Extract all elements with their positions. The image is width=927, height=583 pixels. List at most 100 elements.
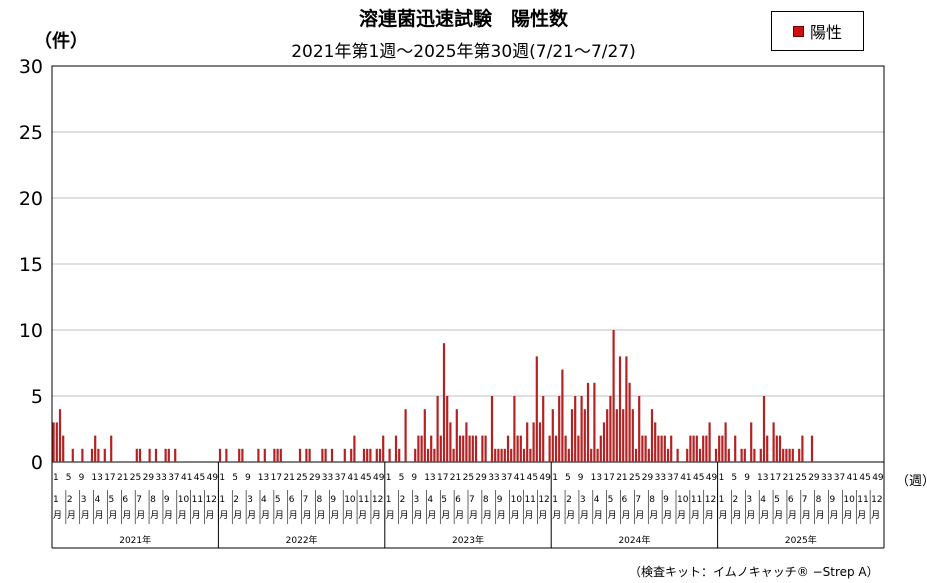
- month-label: 9: [663, 495, 669, 505]
- bar: [698, 448, 702, 462]
- month-suffix: 月: [760, 510, 769, 521]
- bar: [615, 409, 618, 462]
- month-suffix: 月: [622, 510, 631, 521]
- bar: [618, 356, 622, 462]
- bar: [465, 422, 468, 462]
- bar: [484, 435, 487, 462]
- month-label: 2: [732, 495, 738, 505]
- week-tick-label: 17: [437, 473, 448, 483]
- month-label: 5: [108, 495, 114, 505]
- month-suffix: 月: [774, 510, 783, 521]
- plot-area: [51, 65, 885, 463]
- week-tick-label: 21: [117, 473, 128, 483]
- bar: [81, 448, 84, 462]
- month-label: 6: [455, 495, 461, 505]
- month-label: 8: [649, 495, 655, 505]
- bar: [798, 448, 801, 462]
- week-tick-label: 49: [207, 473, 219, 483]
- bar: [430, 435, 433, 462]
- bar: [724, 422, 727, 462]
- week-tick-label: 49: [706, 473, 718, 483]
- month-suffix: 月: [483, 510, 492, 521]
- month-label: 1: [552, 495, 558, 505]
- y-tick-label: 20: [19, 188, 43, 210]
- month-suffix: 月: [788, 510, 797, 521]
- month-suffix: 月: [261, 510, 270, 521]
- bar: [449, 422, 452, 462]
- bar: [276, 448, 279, 462]
- bar: [548, 435, 551, 462]
- bar: [94, 435, 97, 462]
- bar: [801, 435, 804, 462]
- bar: [97, 448, 100, 462]
- month-suffix: 月: [206, 510, 215, 521]
- bar: [519, 435, 522, 462]
- bar: [305, 448, 308, 462]
- bar: [657, 435, 660, 462]
- week-tick-label: 33: [821, 473, 832, 483]
- month-suffix: 月: [857, 510, 866, 521]
- bar: [369, 448, 372, 462]
- month-suffix: 月: [289, 510, 298, 521]
- bar: [468, 435, 471, 462]
- month-suffix: 月: [219, 510, 228, 521]
- week-tick-label: 17: [770, 473, 781, 483]
- month-label: 3: [746, 495, 752, 505]
- bar: [90, 448, 94, 462]
- month-label: 4: [594, 495, 600, 505]
- month-suffix: 月: [871, 510, 880, 521]
- month-suffix: 月: [552, 510, 561, 521]
- bar: [439, 435, 442, 462]
- week-tick-label: 5: [399, 473, 405, 483]
- bar: [420, 435, 423, 462]
- month-label: 1: [386, 495, 392, 505]
- month-suffix: 月: [608, 510, 617, 521]
- bar: [714, 448, 718, 462]
- month-label: 10: [677, 495, 689, 505]
- bar: [606, 409, 609, 462]
- bar: [554, 435, 558, 462]
- month-label: 6: [622, 495, 628, 505]
- bar: [686, 448, 689, 462]
- bar: [586, 382, 590, 462]
- week-tick-label: 37: [667, 473, 678, 483]
- bar: [577, 435, 580, 462]
- bar: [308, 448, 311, 462]
- bar: [343, 448, 346, 462]
- month-label: 11: [192, 495, 203, 505]
- month-label: 7: [303, 495, 309, 505]
- bar: [708, 422, 711, 462]
- bar: [762, 396, 766, 462]
- month-suffix: 月: [691, 510, 700, 521]
- bar: [62, 435, 65, 462]
- week-tick-label: 49: [373, 473, 385, 483]
- month-label: 2: [400, 495, 406, 505]
- bar: [702, 435, 705, 462]
- bar: [398, 448, 401, 462]
- week-tick-label: 49: [539, 473, 551, 483]
- month-label: 10: [511, 495, 523, 505]
- bar: [561, 369, 564, 462]
- bar: [490, 396, 494, 462]
- bar: [481, 435, 484, 462]
- month-label: 11: [358, 495, 369, 505]
- bar: [110, 435, 113, 462]
- year-label: 2022年: [286, 534, 318, 546]
- week-tick-label: 5: [731, 473, 737, 483]
- week-tick-label: 45: [194, 473, 205, 483]
- month-suffix: 月: [732, 510, 741, 521]
- week-tick-label: 41: [347, 473, 358, 483]
- bar: [462, 435, 465, 462]
- bar: [241, 448, 244, 462]
- month-suffix: 月: [67, 510, 76, 521]
- bar: [526, 422, 529, 462]
- bar: [324, 448, 327, 462]
- x-axis-unit: （週）: [896, 474, 927, 489]
- month-label: 4: [261, 495, 267, 505]
- year-label: 2021年: [119, 534, 151, 546]
- bar: [599, 435, 602, 462]
- month-label: 11: [857, 495, 868, 505]
- month-suffix: 月: [95, 510, 104, 521]
- bar: [628, 382, 631, 462]
